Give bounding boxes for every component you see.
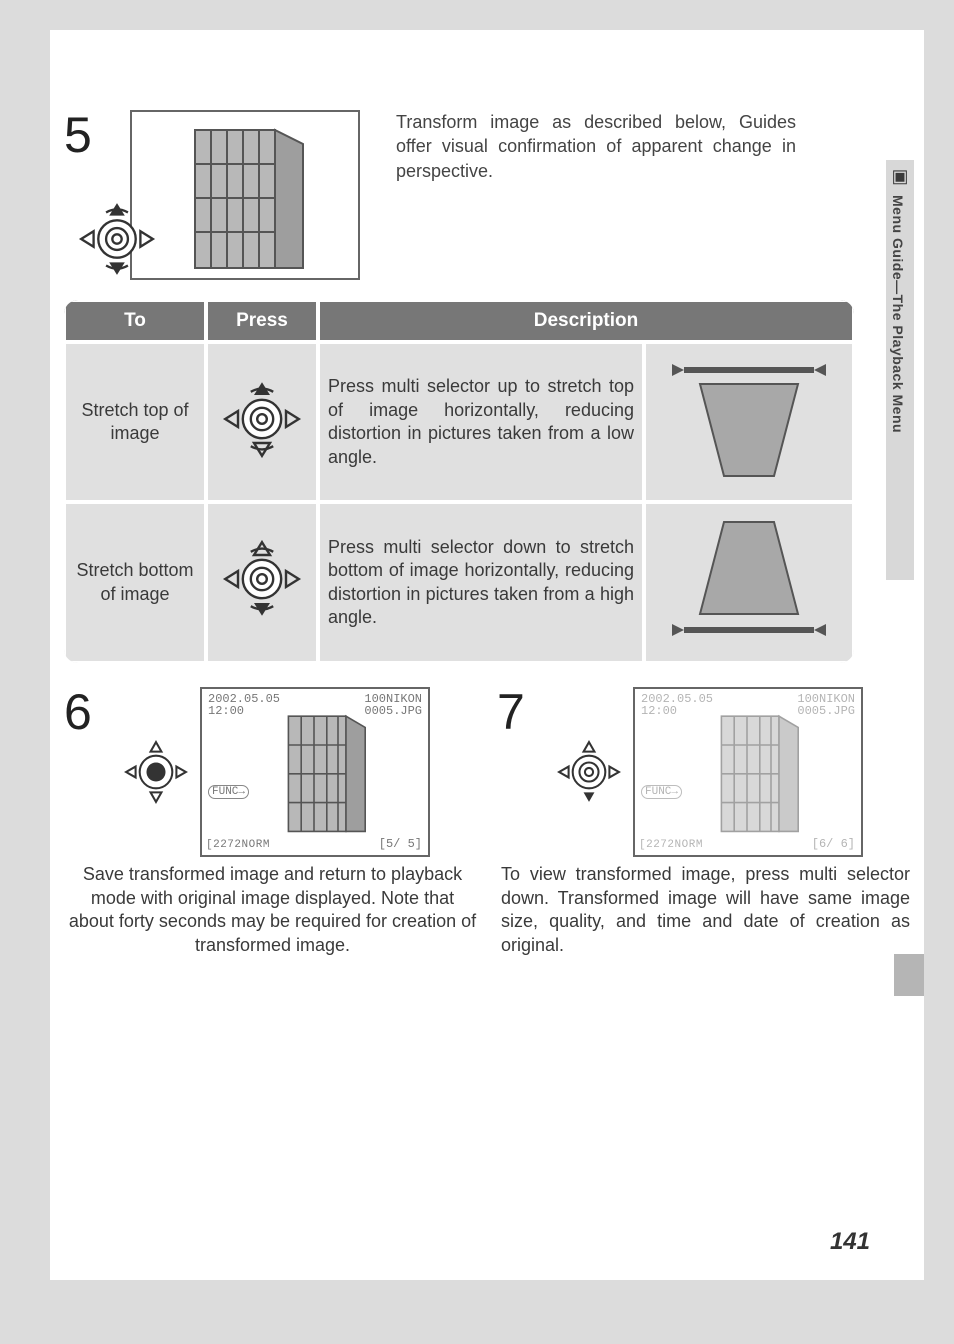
multi-selector-icon: [78, 200, 156, 278]
lcd-counter: 6/ 6: [819, 837, 848, 851]
lcd-size: 2272: [646, 839, 674, 851]
row-to: Stretch bottom of image: [64, 502, 206, 662]
table-row: Stretch bottom of image Press multi sele…: [64, 502, 854, 662]
step-7-number: 7: [497, 687, 543, 737]
side-tab: ▣ Menu Guide—The Playback Menu: [886, 160, 914, 580]
perspective-preview-icon: [130, 110, 360, 280]
edge-thumb-index: [894, 954, 924, 996]
lcd-preview-step6: 2002.05.0512:00 100NIKON0005.JPG FUNC→ […: [200, 687, 430, 857]
lcd-func: FUNC→: [208, 785, 249, 799]
lcd-time: 12:00: [208, 704, 244, 718]
step-6-number: 6: [64, 687, 110, 737]
step-5-text: Transform image as described below, Guid…: [396, 110, 796, 183]
row-description: Press multi selector up to stretch top o…: [318, 342, 644, 502]
step-6-caption: Save transformed image and return to pla…: [64, 863, 481, 958]
lcd-file: 0005.JPG: [797, 704, 855, 718]
step-5-number: 5: [64, 110, 110, 160]
step-6: 6 2002.05.0512:00: [64, 687, 481, 958]
lcd-folder: 100NIKON: [797, 692, 855, 706]
trapezoid-top-wide-icon: [644, 342, 854, 502]
col-header-to: To: [64, 300, 206, 342]
col-header-description: Description: [318, 300, 854, 342]
multi-selector-center-icon: [122, 738, 190, 806]
row-description: Press multi selector down to stretch bot…: [318, 502, 644, 662]
trapezoid-bottom-wide-icon: [644, 502, 854, 662]
lcd-date: 2002.05.05: [641, 692, 713, 706]
lcd-time: 12:00: [641, 704, 677, 718]
table-row: Stretch top of image Press multi selecto…: [64, 342, 854, 502]
side-tab-label: Menu Guide—The Playback Menu: [890, 195, 906, 433]
lcd-counter: 5/ 5: [386, 837, 415, 851]
lcd-preview-step7: 2002.05.0512:00 100NIKON0005.JPG FUNC→ […: [633, 687, 863, 857]
step-7: 7 2002.05.0512:: [497, 687, 914, 958]
step-7-caption: To view transformed image, press multi s…: [497, 863, 914, 958]
multi-selector-down-icon: [555, 738, 623, 806]
lcd-quality: NORM: [675, 839, 703, 851]
page-number: 141: [830, 1228, 870, 1256]
row-press-icon: [206, 502, 318, 662]
lcd-func: FUNC→: [641, 785, 682, 799]
lcd-quality: NORM: [242, 839, 270, 851]
playback-icon: ▣: [886, 160, 914, 187]
lcd-size: 2272: [213, 839, 241, 851]
col-header-press: Press: [206, 300, 318, 342]
perspective-controls-table: To Press Description Stretch top of imag…: [64, 300, 854, 663]
row-to: Stretch top of image: [64, 342, 206, 502]
page-content: ▣ Menu Guide—The Playback Menu 5: [50, 30, 924, 1280]
row-press-icon: [206, 342, 318, 502]
